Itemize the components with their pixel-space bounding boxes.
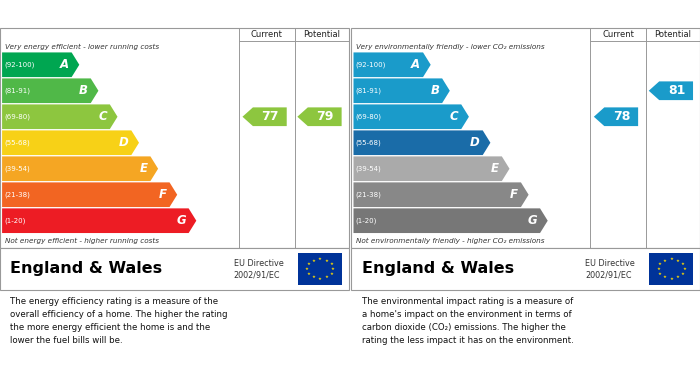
Text: ★: ★ bbox=[680, 262, 685, 266]
Bar bbox=[298, 253, 342, 285]
Text: Not energy efficient - higher running costs: Not energy efficient - higher running co… bbox=[4, 239, 158, 244]
Text: 77: 77 bbox=[261, 110, 279, 123]
Polygon shape bbox=[354, 79, 450, 103]
Polygon shape bbox=[2, 104, 118, 129]
Polygon shape bbox=[649, 81, 693, 100]
Text: ★: ★ bbox=[307, 262, 311, 266]
Text: E: E bbox=[139, 162, 148, 175]
Text: (1-20): (1-20) bbox=[4, 217, 26, 224]
Text: (55-68): (55-68) bbox=[4, 140, 30, 146]
Text: ★: ★ bbox=[676, 259, 680, 263]
Text: ★: ★ bbox=[312, 259, 315, 263]
Text: ★: ★ bbox=[682, 267, 686, 271]
Text: Not environmentally friendly - higher CO₂ emissions: Not environmentally friendly - higher CO… bbox=[356, 239, 545, 244]
Text: (39-54): (39-54) bbox=[356, 165, 382, 172]
Text: Current: Current bbox=[602, 30, 634, 39]
Text: ★: ★ bbox=[669, 257, 673, 262]
Text: (81-91): (81-91) bbox=[356, 88, 382, 94]
Text: EU Directive
2002/91/EC: EU Directive 2002/91/EC bbox=[234, 258, 284, 280]
Polygon shape bbox=[354, 52, 430, 77]
Text: ★: ★ bbox=[331, 267, 335, 271]
Polygon shape bbox=[242, 108, 287, 126]
Text: B: B bbox=[79, 84, 88, 97]
Text: F: F bbox=[159, 188, 167, 201]
Text: D: D bbox=[119, 136, 129, 149]
Text: 81: 81 bbox=[668, 84, 685, 97]
Text: D: D bbox=[470, 136, 480, 149]
Text: G: G bbox=[528, 214, 538, 227]
Polygon shape bbox=[2, 130, 139, 155]
Text: ★: ★ bbox=[304, 267, 309, 271]
Polygon shape bbox=[2, 52, 79, 77]
Text: ★: ★ bbox=[329, 272, 333, 276]
Text: (81-91): (81-91) bbox=[4, 88, 30, 94]
Text: B: B bbox=[430, 84, 440, 97]
Polygon shape bbox=[354, 104, 469, 129]
Text: A: A bbox=[60, 58, 69, 71]
Text: ★: ★ bbox=[318, 276, 322, 281]
Text: C: C bbox=[450, 110, 459, 123]
Polygon shape bbox=[354, 156, 510, 181]
Text: 78: 78 bbox=[613, 110, 630, 123]
Polygon shape bbox=[594, 108, 638, 126]
Text: (1-20): (1-20) bbox=[356, 217, 377, 224]
Text: ★: ★ bbox=[658, 272, 662, 276]
Text: Very energy efficient - lower running costs: Very energy efficient - lower running co… bbox=[4, 44, 159, 50]
Bar bbox=[650, 253, 693, 285]
Text: 79: 79 bbox=[316, 110, 334, 123]
Text: Environmental Impact (CO₂) Rating: Environmental Impact (CO₂) Rating bbox=[362, 7, 594, 20]
Text: E: E bbox=[491, 162, 499, 175]
Text: ★: ★ bbox=[318, 257, 322, 262]
Polygon shape bbox=[2, 182, 177, 207]
Text: (55-68): (55-68) bbox=[356, 140, 382, 146]
Text: Current: Current bbox=[251, 30, 283, 39]
Text: ★: ★ bbox=[312, 275, 315, 279]
Text: EU Directive
2002/91/EC: EU Directive 2002/91/EC bbox=[585, 258, 635, 280]
Polygon shape bbox=[354, 208, 547, 233]
Text: The energy efficiency rating is a measure of the
overall efficiency of a home. T: The energy efficiency rating is a measur… bbox=[10, 297, 228, 344]
Text: England & Wales: England & Wales bbox=[362, 262, 514, 276]
Text: (69-80): (69-80) bbox=[4, 113, 30, 120]
Text: ★: ★ bbox=[663, 275, 666, 279]
Text: (21-38): (21-38) bbox=[4, 192, 30, 198]
Text: The environmental impact rating is a measure of
a home's impact on the environme: The environmental impact rating is a mea… bbox=[362, 297, 573, 344]
Text: ★: ★ bbox=[329, 262, 333, 266]
Text: ★: ★ bbox=[676, 275, 680, 279]
Text: (21-38): (21-38) bbox=[356, 192, 382, 198]
Text: ★: ★ bbox=[324, 275, 328, 279]
Polygon shape bbox=[2, 79, 99, 103]
Text: (69-80): (69-80) bbox=[356, 113, 382, 120]
Text: England & Wales: England & Wales bbox=[10, 262, 162, 276]
Polygon shape bbox=[354, 182, 528, 207]
Text: ★: ★ bbox=[324, 259, 328, 263]
Text: C: C bbox=[99, 110, 107, 123]
Text: Potential: Potential bbox=[303, 30, 340, 39]
Text: ★: ★ bbox=[658, 262, 662, 266]
Text: (92-100): (92-100) bbox=[356, 61, 386, 68]
Text: ★: ★ bbox=[669, 276, 673, 281]
Text: F: F bbox=[510, 188, 518, 201]
Text: (39-54): (39-54) bbox=[4, 165, 30, 172]
Polygon shape bbox=[298, 108, 342, 126]
Polygon shape bbox=[2, 156, 158, 181]
Text: A: A bbox=[411, 58, 420, 71]
Text: G: G bbox=[176, 214, 186, 227]
Text: Energy Efficiency Rating: Energy Efficiency Rating bbox=[10, 7, 173, 20]
Text: Very environmentally friendly - lower CO₂ emissions: Very environmentally friendly - lower CO… bbox=[356, 44, 545, 50]
Polygon shape bbox=[2, 208, 196, 233]
Text: ★: ★ bbox=[307, 272, 311, 276]
Text: (92-100): (92-100) bbox=[4, 61, 34, 68]
Polygon shape bbox=[354, 130, 491, 155]
Text: ★: ★ bbox=[656, 267, 660, 271]
Text: ★: ★ bbox=[663, 259, 666, 263]
Text: ★: ★ bbox=[680, 272, 685, 276]
Text: Potential: Potential bbox=[654, 30, 692, 39]
